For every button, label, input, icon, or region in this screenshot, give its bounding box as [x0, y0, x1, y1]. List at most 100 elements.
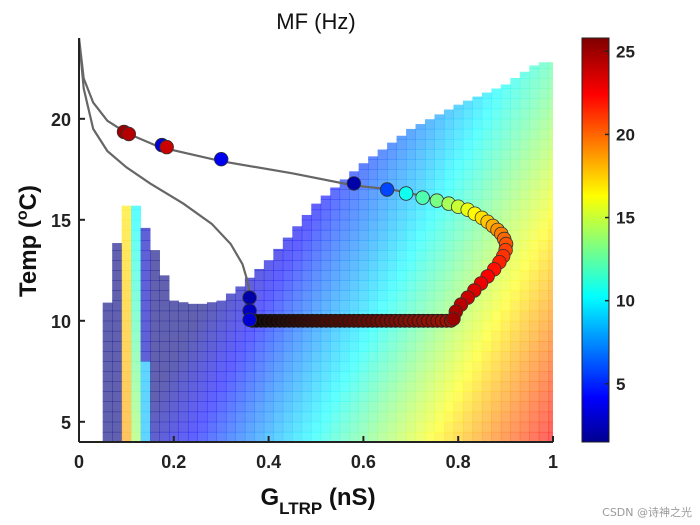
heatmap-cell [121, 341, 132, 352]
heatmap-cell [510, 341, 521, 352]
heatmap-cell [510, 260, 521, 271]
heatmap-cell [415, 351, 426, 362]
heatmap-cell [443, 270, 454, 281]
heatmap-cell [131, 401, 142, 413]
heatmap-cell [206, 320, 217, 332]
colorbar-tick-label: 25 [616, 42, 635, 61]
heatmap-cell [406, 240, 416, 251]
heatmap-cell [529, 209, 540, 221]
heatmap-cell [529, 351, 540, 362]
heatmap-cell [140, 240, 151, 251]
heatmap-cell [462, 229, 473, 241]
heatmap-cell [406, 341, 416, 352]
heatmap-cell [491, 280, 502, 291]
x-tick-label: 0.8 [446, 452, 471, 472]
heatmap-cell [510, 351, 521, 362]
heatmap-cell [529, 391, 540, 402]
heatmap-cell [415, 280, 426, 291]
heatmap-cell [396, 260, 407, 271]
heatmap-cell [500, 108, 511, 120]
heatmap-cell [519, 169, 530, 180]
heatmap-cell [349, 381, 360, 392]
heatmap-cell [121, 240, 132, 251]
heatmap-cell [121, 401, 132, 413]
heatmap-cell [453, 108, 464, 120]
heatmap-cell [225, 341, 236, 352]
heatmap-cell [150, 361, 160, 372]
heatmap-cell [387, 381, 397, 392]
heatmap-cell [491, 341, 502, 352]
heatmap-cell [292, 270, 303, 281]
heatmap-cell [320, 270, 331, 281]
heatmap-cell [140, 341, 151, 352]
heatmap-cell [481, 229, 492, 241]
heatmap-cell [188, 431, 198, 442]
heatmap-cell [443, 149, 454, 160]
heatmap-cell [112, 391, 123, 402]
heatmap-cell [406, 361, 416, 372]
x-tick-label: 0.2 [161, 452, 186, 472]
heatmap-cell [462, 159, 473, 170]
heatmap-cell [349, 371, 360, 382]
heatmap-cell [121, 330, 132, 342]
heatmap-cell [368, 199, 379, 211]
heatmap-cell [282, 431, 293, 442]
heatmap-cell [216, 391, 227, 402]
heatmap-cell [320, 371, 331, 382]
heatmap-cell [472, 300, 483, 312]
heatmap-cell [434, 361, 445, 372]
heatmap-cell [387, 421, 397, 433]
heatmap-cell [519, 260, 530, 271]
heatmap-cell [311, 209, 322, 221]
heatmap-cell [510, 300, 521, 312]
heatmap-cell [244, 330, 255, 342]
heatmap-cell [320, 300, 331, 312]
heatmap-cell [453, 229, 464, 241]
heatmap-cell [339, 189, 350, 200]
heatmap-cell [377, 290, 388, 301]
heatmap-cell [387, 401, 397, 413]
heatmap-cell [150, 351, 160, 362]
heatmap-cell [538, 381, 549, 392]
heatmap-cell [500, 330, 511, 342]
heatmap-cell [434, 169, 445, 180]
heatmap-cell [301, 290, 312, 301]
heatmap-cell [150, 250, 160, 261]
heatmap-cell [188, 361, 198, 372]
heatmap-cell [188, 421, 198, 433]
heatmap-cell [140, 431, 151, 442]
heatmap-cell [330, 371, 341, 382]
heatmap-cell [453, 371, 464, 382]
heatmap-cell [443, 431, 454, 442]
heatmap-cell [443, 300, 454, 312]
heatmap-cell [263, 371, 274, 382]
heatmap-cell [216, 431, 227, 442]
heatmap-cell [462, 250, 473, 261]
heatmap-cell [358, 250, 369, 261]
heatmap-cell [425, 149, 435, 160]
heatmap-cell [159, 280, 170, 291]
heatmap-cell [301, 391, 312, 402]
heatmap-cell [339, 351, 350, 362]
heatmap-cell [538, 351, 549, 362]
heatmap-cell [339, 411, 350, 423]
heatmap-cell [529, 330, 540, 342]
heatmap-cell [377, 209, 388, 221]
heatmap-cell [415, 391, 426, 402]
heatmap-cell [320, 330, 331, 342]
heatmap-cell [425, 341, 435, 352]
heatmap-cell [349, 421, 360, 433]
heatmap-cell [510, 189, 521, 200]
heatmap-cell [453, 381, 464, 392]
heatmap-cell [178, 310, 189, 322]
heatmap-cell [472, 108, 483, 120]
heatmap-cell [140, 371, 151, 382]
heatmap-cell [112, 330, 123, 342]
heatmap-cell [292, 431, 303, 442]
heatmap-cell [112, 371, 123, 382]
heatmap-cell [131, 381, 142, 392]
heatmap-cell [225, 330, 236, 342]
heatmap-cell [415, 270, 426, 281]
trajectory-marker [429, 193, 445, 208]
heatmap-cell [406, 381, 416, 392]
